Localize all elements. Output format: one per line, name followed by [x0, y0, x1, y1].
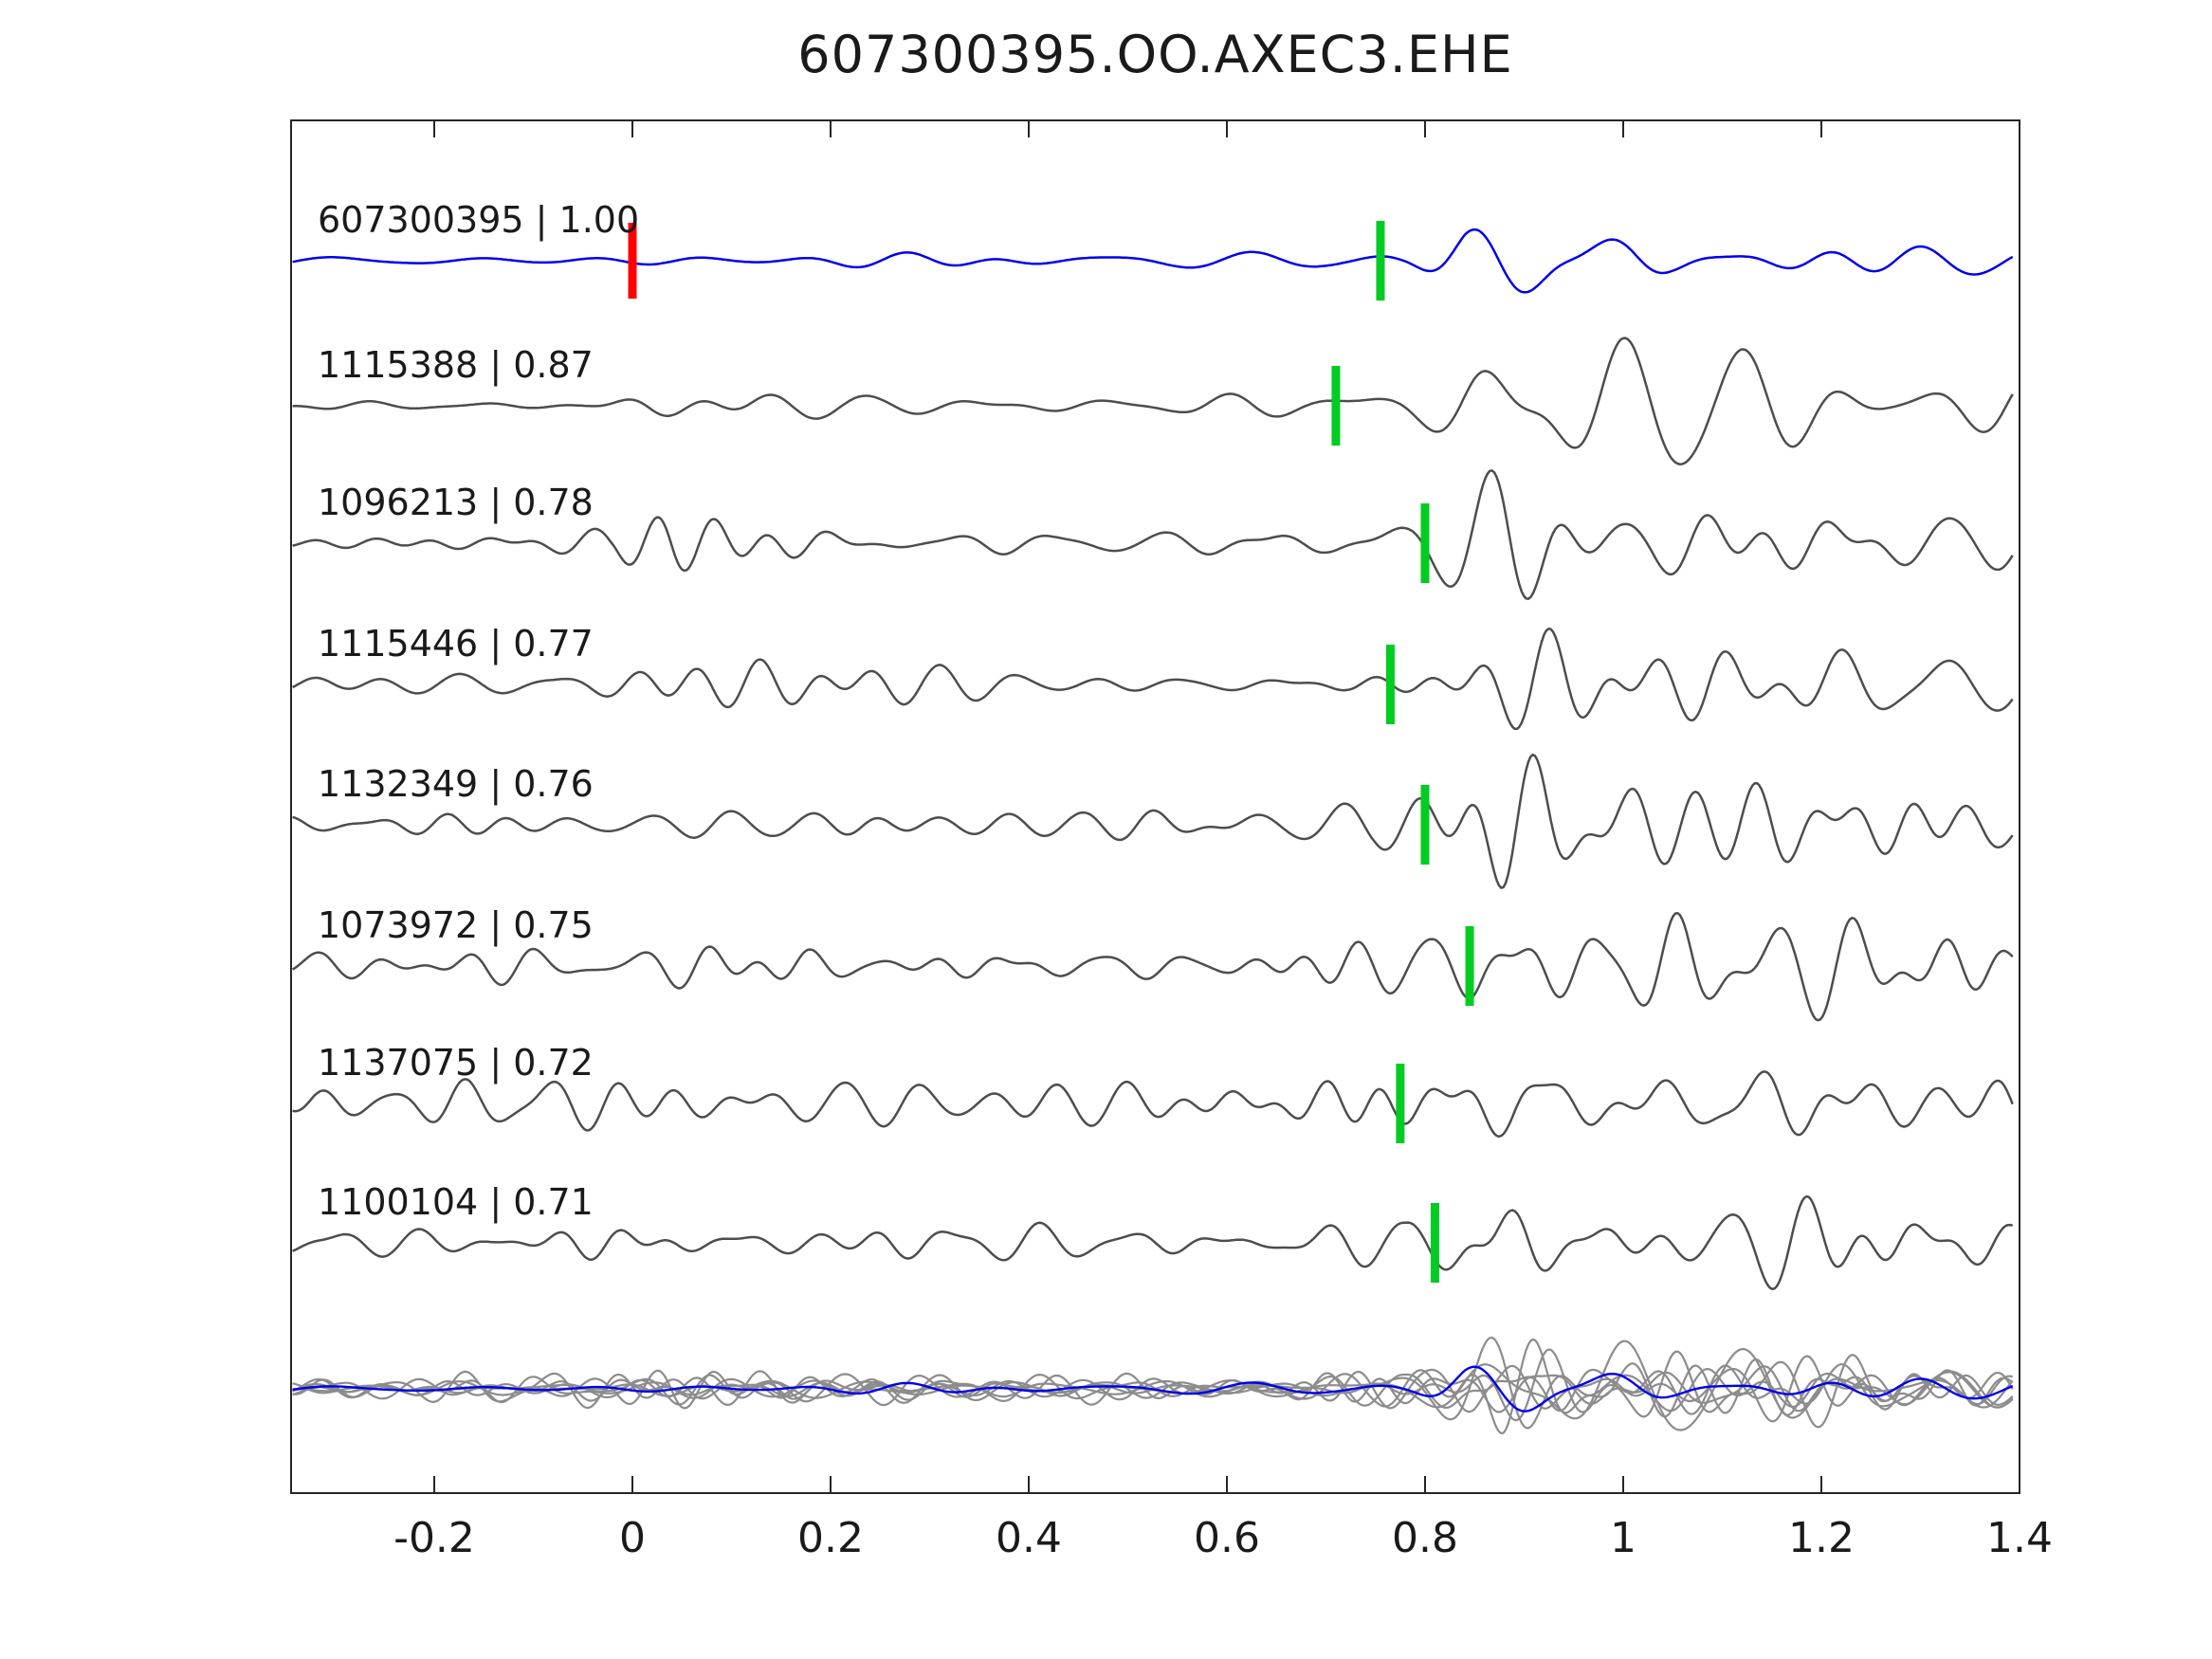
trace-label-1132349: 1132349 | 0.76 — [318, 763, 594, 806]
origin-marker — [628, 223, 637, 299]
waveform-trace-607300395 — [292, 228, 2014, 294]
pick-marker-1115388 — [1331, 366, 1341, 446]
x-tick-label: 1 — [1610, 1514, 1636, 1562]
pick-marker-1132349 — [1420, 785, 1430, 865]
x-tick-label: 0.2 — [797, 1514, 864, 1562]
overlay-trace-1096213 — [292, 1336, 2014, 1430]
x-tick-label: 0.4 — [996, 1514, 1062, 1562]
plot-border — [290, 119, 2020, 1494]
pick-marker-1096213 — [1420, 503, 1430, 583]
trace-label-1115388: 1115388 | 0.87 — [318, 344, 594, 387]
overlay-trace-607300395 — [292, 1365, 2014, 1413]
waveform-trace-1073972 — [291, 911, 2014, 1022]
chart-title: 607300395.OO.AXEC3.EHE — [797, 25, 1513, 84]
overlay-trace-1100104 — [292, 1355, 2013, 1423]
pick-marker-1073972 — [1465, 926, 1474, 1006]
waveform-trace-1132349 — [292, 753, 2014, 889]
trace-label-607300395: 607300395 | 1.00 — [318, 199, 639, 242]
pick-marker-1115446 — [1385, 645, 1395, 724]
waveform-trace-1100104 — [292, 1194, 2014, 1291]
trace-label-1073972: 1073972 | 0.75 — [318, 904, 594, 947]
x-tick-label: 1.2 — [1788, 1514, 1855, 1562]
pick-marker-1100104 — [1430, 1203, 1439, 1283]
trace-label-1115446: 1115446 | 0.77 — [318, 623, 594, 665]
overlay-trace-1137075 — [292, 1365, 2014, 1413]
trace-label-1096213: 1096213 | 0.78 — [318, 482, 594, 524]
x-tick-label: 0.6 — [1194, 1514, 1260, 1562]
pick-marker-1137075 — [1396, 1064, 1405, 1143]
x-tick-label: 1.4 — [1986, 1514, 2053, 1562]
pick-marker-607300395 — [1376, 221, 1385, 301]
trace-label-1100104: 1100104 | 0.71 — [318, 1181, 594, 1224]
waveform-trace-1137075 — [292, 1070, 2014, 1139]
waveform-trace-1115446 — [292, 627, 2014, 731]
x-tick-label: 0.8 — [1392, 1514, 1458, 1562]
waveform-trace-1115388 — [292, 337, 2014, 465]
waveform-trace-1096213 — [292, 469, 2014, 600]
overlay-trace-1132349 — [292, 1338, 2014, 1434]
trace-label-1137075: 1137075 | 0.72 — [318, 1042, 594, 1085]
x-tick-label: 0 — [619, 1514, 646, 1562]
x-tick-label: -0.2 — [393, 1514, 475, 1562]
